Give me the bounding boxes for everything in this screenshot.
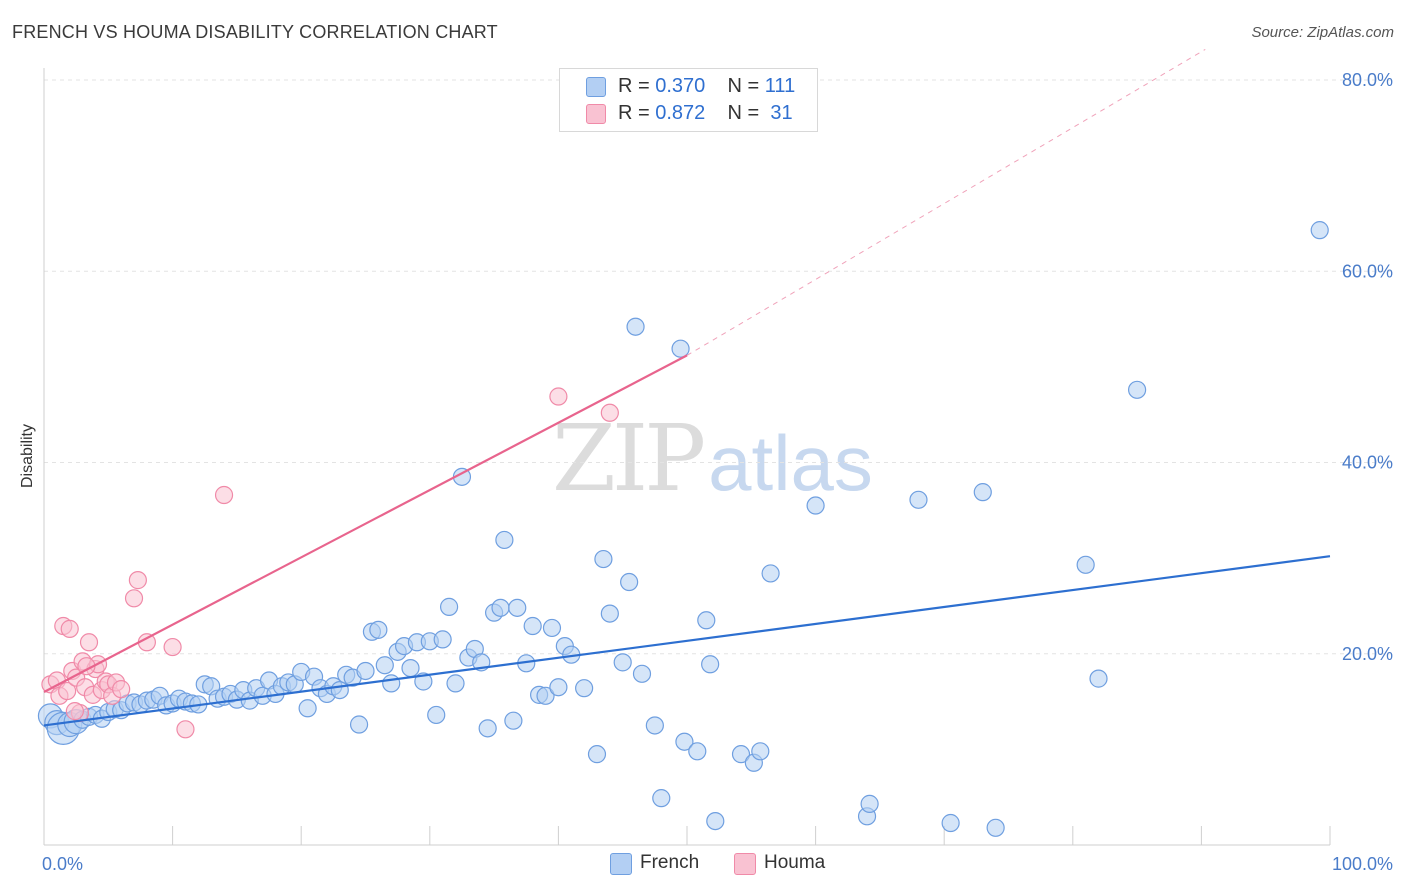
data-point-houma [214, 485, 234, 505]
y-tick-label: 40.0% [1342, 453, 1393, 473]
y-tick-label: 20.0% [1342, 644, 1393, 664]
data-point-french [620, 572, 639, 592]
data-point-french [542, 618, 562, 638]
legend-r-value-houma: 0.872 [655, 102, 706, 124]
data-point-french [504, 711, 523, 730]
data-point-french [1127, 380, 1147, 399]
watermark-zip: ZIP [552, 405, 706, 512]
data-point-french [349, 715, 369, 734]
data-point-french [973, 483, 992, 502]
data-point-french [1310, 221, 1329, 240]
data-point-french [478, 719, 497, 738]
data-point-houma [60, 619, 79, 638]
data-point-houma [600, 403, 619, 422]
legend-n-label-french: N = [727, 75, 760, 97]
data-point-french [427, 705, 446, 725]
data-point-french [645, 716, 664, 735]
data-point-french [751, 742, 770, 761]
data-point-french [706, 811, 725, 831]
legend-swatch-french [586, 77, 606, 97]
data-point-french [508, 598, 527, 617]
legend-swatch-houma [586, 104, 606, 124]
data-point-french [671, 339, 690, 358]
data-point-french [613, 653, 632, 672]
data-point-french [652, 789, 671, 808]
data-point-french [330, 680, 349, 700]
chart-title: FRENCH VS HOUMA DISABILITY CORRELATION C… [12, 22, 498, 42]
data-point-houma [128, 571, 147, 590]
data-point-houma [79, 633, 99, 652]
data-point-french [491, 598, 510, 617]
data-point-french [433, 630, 452, 649]
series-label-houma: Houma [764, 852, 826, 873]
series-swatch-french [610, 853, 632, 875]
data-point-houma [65, 702, 84, 721]
x-tick-label: 0.0% [42, 854, 83, 874]
data-point-french [632, 664, 652, 683]
data-point-french [600, 604, 619, 623]
data-point-french [369, 620, 388, 639]
data-point-french [806, 496, 825, 515]
legend-n-value-houma: 31 [770, 102, 793, 124]
x-tick-label: 100.0% [1332, 854, 1393, 874]
data-point-french [375, 656, 394, 675]
data-point-french [675, 732, 694, 751]
data-point-french [356, 661, 375, 681]
legend-n-label-houma: N = [727, 102, 760, 124]
data-point-french [626, 317, 645, 336]
legend-r-label-french: R = [618, 75, 650, 97]
data-point-houma [176, 720, 195, 739]
legend-r-value-french: 0.370 [655, 75, 706, 97]
series-label-french: French [640, 852, 700, 873]
data-point-french [536, 686, 555, 705]
data-point-french [575, 679, 594, 698]
data-point-houma [549, 387, 568, 406]
legend-r-label-houma: R = [618, 102, 650, 124]
trend-extension-houma [686, 48, 1206, 356]
series-swatch-houma [734, 853, 756, 875]
data-point-houma [124, 589, 144, 608]
data-point-french [731, 745, 751, 764]
data-point-houma [112, 680, 131, 699]
data-point-french [414, 672, 433, 691]
data-point-french [860, 794, 879, 813]
data-point-french [1076, 555, 1095, 574]
data-point-houma [58, 681, 77, 701]
data-point-french [697, 611, 716, 630]
data-point-french [1089, 669, 1108, 688]
source-label: Source: ZipAtlas.com [1251, 24, 1394, 41]
data-point-french [761, 564, 780, 583]
y-tick-label: 60.0% [1342, 261, 1393, 281]
data-point-french [298, 699, 317, 718]
data-point-french [909, 490, 928, 509]
data-point-french [523, 616, 542, 636]
y-tick-label: 80.0% [1342, 70, 1393, 90]
data-point-french [941, 813, 960, 833]
data-point-french [549, 678, 568, 697]
correlation-legend: R = 0.370 N = 111 R = 0.872 N = 31 [559, 68, 818, 132]
data-point-french [701, 655, 720, 674]
data-point-french [495, 530, 514, 550]
data-point-french [594, 549, 613, 569]
data-point-french [446, 674, 465, 693]
trend-line-houma [43, 354, 688, 693]
legend-n-value-french: 111 [764, 75, 796, 97]
data-point-french [688, 742, 707, 761]
trend-line-french [43, 555, 1331, 727]
data-point-french [986, 818, 1005, 837]
data-point-french [382, 674, 401, 693]
data-point-french [439, 597, 459, 616]
data-point-french [401, 658, 420, 678]
data-point-houma [163, 637, 182, 657]
data-point-french [587, 745, 607, 764]
